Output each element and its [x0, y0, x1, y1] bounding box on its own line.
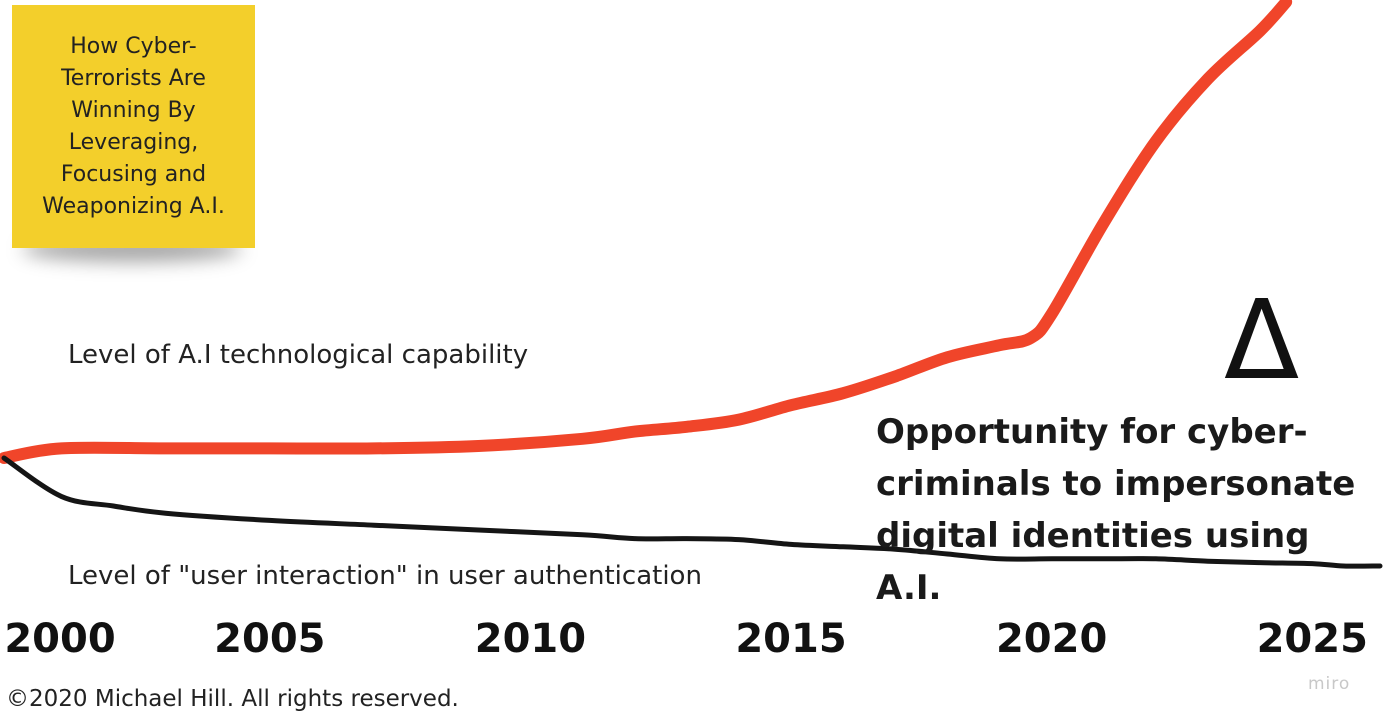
- line-user-interaction: [1, 455, 1383, 569]
- delta-symbol: Δ: [1224, 276, 1300, 404]
- series-label-ai-capability: Level of A.I technological capability: [68, 340, 529, 370]
- sticky-note-text: How Cyber-Terrorists Are Winning By Leve…: [42, 33, 225, 219]
- series-label-user-interaction: Level of "user interaction" in user auth…: [68, 561, 702, 591]
- x-tick-label-2025: 2025: [1256, 616, 1368, 662]
- copyright-text: ©2020 Michael Hill. All rights reserved.: [6, 686, 459, 712]
- x-tick-label-2015: 2015: [735, 616, 847, 662]
- x-tick-label-2020: 2020: [995, 616, 1108, 662]
- opportunity-annotation: Opportunity for cyber-criminals to imper…: [876, 412, 1356, 608]
- line-ai-capability: [0, 0, 1293, 464]
- x-tick-label-2000: 2000: [4, 616, 116, 662]
- x-tick-label-2005: 2005: [214, 616, 326, 662]
- miro-watermark: miro: [1308, 674, 1351, 694]
- sticky-note[interactable]: How Cyber-Terrorists Are Winning By Leve…: [12, 5, 255, 248]
- x-tick-label-2010: 2010: [474, 616, 587, 662]
